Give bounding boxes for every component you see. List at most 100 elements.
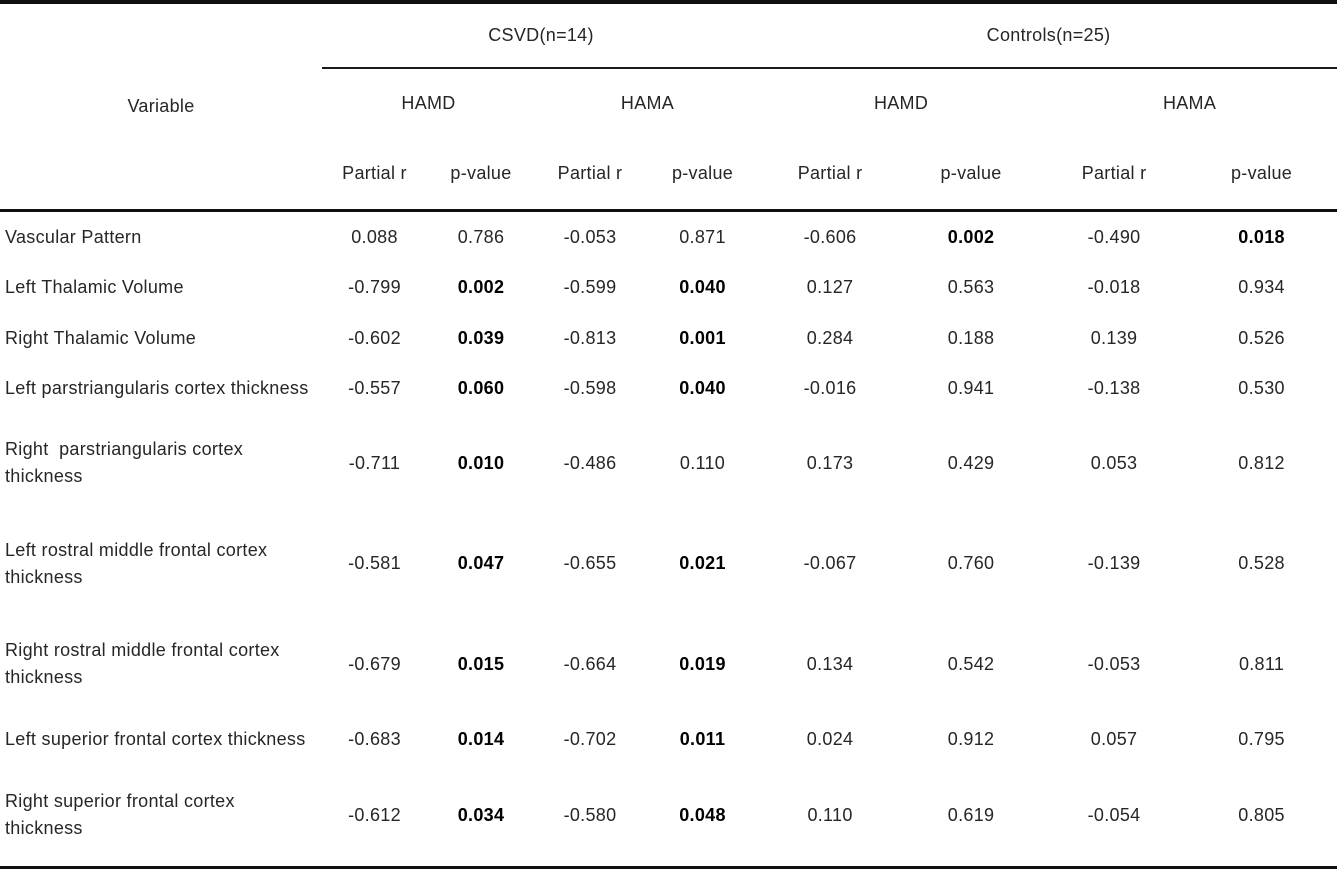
significant-p-value: 0.039: [457, 327, 505, 348]
significant-p-value: 0.010: [457, 452, 505, 473]
row-variable-label: Left Thalamic Volume: [5, 277, 184, 298]
stat-value: -0.679: [348, 653, 401, 674]
stat-value: 0.139: [1090, 327, 1138, 348]
stat-value: 0.173: [806, 452, 854, 473]
significant-p-value: 0.001: [679, 327, 726, 348]
stat-value: -0.018: [1087, 277, 1141, 298]
stat-value: 0.811: [1238, 653, 1285, 674]
stat-value: -0.557: [348, 377, 401, 398]
stat-value: 0.057: [1090, 728, 1138, 749]
measure-header-p-value: p-value: [1186, 138, 1337, 212]
row-variable-label: Vascular Pattern: [5, 226, 142, 247]
stat-value: -0.138: [1087, 377, 1141, 398]
stat-value: 0.812: [1238, 452, 1285, 473]
stat-value: 0.429: [947, 452, 995, 473]
significant-p-value: 0.060: [457, 377, 505, 398]
measure-header-partial-r: Partial r: [760, 138, 901, 212]
stat-value: 0.110: [679, 452, 726, 473]
stat-value: 0.941: [947, 377, 995, 398]
stat-value: -0.606: [803, 226, 857, 247]
stat-value: 0.110: [807, 804, 853, 825]
stat-value: -0.490: [1087, 226, 1141, 247]
row-variable-label: Right parstriangularis cortex thickness: [5, 439, 249, 487]
stat-value: -0.139: [1087, 553, 1141, 574]
stat-value: -0.486: [563, 452, 617, 473]
group-header-controls: Controls(n=25): [760, 2, 1337, 69]
significant-p-value: 0.014: [457, 728, 505, 749]
stat-value: 0.526: [1238, 327, 1285, 348]
stat-value: 0.088: [351, 226, 398, 247]
stat-value: -0.664: [563, 653, 617, 674]
measure-header-row: Partial r p-value Partial r p-value Part…: [0, 138, 1337, 212]
stat-value: 0.563: [947, 277, 995, 298]
stat-value: -0.655: [563, 553, 617, 574]
group-header-csvd: CSVD(n=14): [322, 2, 761, 69]
stat-value: 0.134: [806, 653, 854, 674]
significant-p-value: 0.015: [457, 653, 505, 674]
measure-header-partial-r: Partial r: [1042, 138, 1187, 212]
stat-value: 0.284: [806, 327, 854, 348]
row-variable-label: Left rostral middle frontal cortex thick…: [5, 539, 273, 587]
significant-p-value: 0.002: [457, 277, 505, 298]
table-row: Left superior frontal cortex thickness -0…: [0, 714, 1337, 764]
table-row: Vascular Pattern 0.088 0.786 -0.053 0.871 -0.…: [0, 210, 1337, 263]
scale-header-controls-hamd: HAMD: [873, 93, 929, 113]
stat-value: 0.530: [1238, 377, 1285, 398]
measure-header-p-value: p-value: [900, 138, 1043, 212]
significant-p-value: 0.018: [1238, 226, 1285, 247]
row-variable-label: Right rostral middle frontal cortex thic…: [5, 640, 285, 688]
stat-value: -0.799: [348, 277, 401, 298]
variable-column-header: Variable: [0, 2, 322, 212]
stat-value: -0.054: [1087, 804, 1141, 825]
stat-value: 0.188: [947, 327, 995, 348]
stat-value: 0.542: [947, 653, 995, 674]
stat-value: 0.528: [1238, 553, 1285, 574]
stat-value: 0.805: [1238, 804, 1285, 825]
significant-p-value: 0.019: [679, 653, 726, 674]
table-row: Left parstriangularis cortex thickness -0…: [0, 363, 1337, 413]
stat-value: -0.016: [803, 377, 857, 398]
stat-value: 0.786: [457, 226, 505, 247]
table-row: Right superior frontal cortex thickness -…: [0, 764, 1337, 867]
stat-value: -0.711: [348, 452, 401, 473]
table-row: Right rostral middle frontal cortex thic…: [0, 614, 1337, 714]
row-variable-label: Left superior frontal cortex thickness: [5, 728, 306, 749]
scale-header-controls-hama: HAMA: [1162, 93, 1217, 113]
stat-value: -0.067: [803, 553, 857, 574]
significant-p-value: 0.048: [679, 804, 726, 825]
stat-value: 0.024: [806, 728, 854, 749]
table-body: Vascular Pattern 0.088 0.786 -0.053 0.871 -0.…: [0, 210, 1337, 868]
row-variable-label: Right Thalamic Volume: [5, 327, 197, 348]
significant-p-value: 0.040: [679, 377, 726, 398]
table-row: Right Thalamic Volume -0.602 0.039 -0.813 0.…: [0, 313, 1337, 363]
measure-header-partial-r: Partial r: [322, 138, 427, 212]
measure-header-p-value: p-value: [427, 138, 535, 212]
scale-header-csvd-hama: HAMA: [620, 93, 675, 113]
significant-p-value: 0.034: [457, 804, 505, 825]
stat-value: -0.702: [563, 728, 617, 749]
stat-value: 0.795: [1238, 728, 1285, 749]
stat-value: -0.581: [348, 553, 401, 574]
stat-value: 0.127: [806, 277, 854, 298]
stat-value: -0.602: [348, 327, 401, 348]
stat-value: 0.912: [947, 728, 995, 749]
stat-value: 0.053: [1090, 452, 1138, 473]
stat-value: -0.683: [348, 728, 401, 749]
significant-p-value: 0.011: [679, 728, 726, 749]
stat-value: -0.053: [563, 226, 617, 247]
stat-value: -0.053: [1087, 653, 1141, 674]
group-header-row: Variable CSVD(n=14) Controls(n=25): [0, 2, 1337, 212]
stat-value: 0.934: [1238, 277, 1285, 298]
row-variable-label: Left parstriangularis cortex thickness: [5, 377, 309, 398]
table-row: Left Thalamic Volume -0.799 0.002 -0.599 0.0…: [0, 263, 1337, 313]
measure-header-partial-r: Partial r: [535, 138, 645, 212]
row-variable-label: Right superior frontal cortex thickness: [5, 791, 241, 839]
table-row: Right parstriangularis cortex thickness -…: [0, 413, 1337, 513]
scale-header-csvd-hamd: HAMD: [401, 93, 456, 113]
stat-value: -0.598: [563, 377, 617, 398]
stat-value: 0.619: [947, 804, 995, 825]
table-row: Left rostral middle frontal cortex thick…: [0, 514, 1337, 614]
significant-p-value: 0.002: [947, 226, 995, 247]
stat-value: -0.599: [563, 277, 617, 298]
